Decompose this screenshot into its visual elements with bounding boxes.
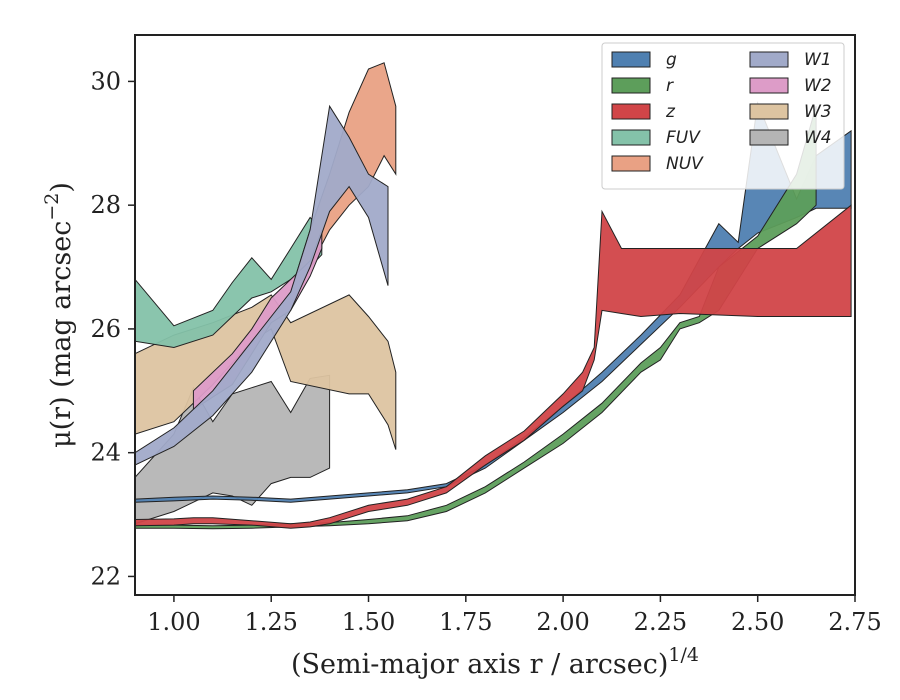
legend-label-nuv: NUV [666,154,704,174]
x-axis-ticks: 1.00 1.25 1.50 1.75 2.00 2.25 2.50 2.75 [147,595,882,636]
y-tick-label: 26 [90,315,121,343]
x-tick-label: 2.00 [536,608,589,636]
x-tick-label: 1.00 [147,608,200,636]
y-tick-label: 24 [90,439,121,467]
legend-swatch-w2 [749,77,789,94]
legend-label-w2: W2 [804,76,832,96]
legend: grz FUV NUV W1 W2 W3 W4 [601,42,845,190]
y-axis-ticks: 22 24 26 28 30 [90,67,135,590]
legend-label-w4: W4 [804,128,832,148]
x-tick-label: 1.25 [244,608,297,636]
legend-label-w1: W1 [804,50,832,70]
band-w1 [135,104,389,466]
x-tick-label: 1.75 [439,608,492,636]
x-tick-label: 1.50 [342,608,395,636]
plot-frame [134,34,856,596]
legend-swatch-r [611,77,651,94]
y-axis-label: μ(r) (mag arcsec−2) [41,182,77,448]
legend-swatch-w3 [749,103,789,120]
profile-bands [135,62,852,530]
y-tick-label: 28 [90,191,121,219]
legend-label-z: z [665,102,676,122]
legend-swatch-z [611,103,651,120]
x-axis-label: (Semi-major axis r / arcsec)1/4 [291,644,699,680]
y-tick-label: 30 [90,67,121,95]
legend-label-r: r [666,76,674,96]
x-tick-label: 2.25 [634,608,687,636]
legend-label-w3: W3 [804,102,832,122]
legend-swatch-w4 [749,129,789,146]
legend-swatch-fuv [611,129,651,146]
legend-label-fuv: FUV [666,128,701,148]
legend-swatch-nuv [611,155,651,172]
legend-swatch-g [611,51,651,68]
band-z [135,204,852,529]
x-tick-label: 2.75 [828,608,881,636]
legend-swatch-w1 [749,51,789,68]
x-tick-label: 2.50 [731,608,784,636]
band-g [135,101,852,503]
y-tick-label: 22 [90,562,121,590]
legend-label-g: g [666,50,677,70]
